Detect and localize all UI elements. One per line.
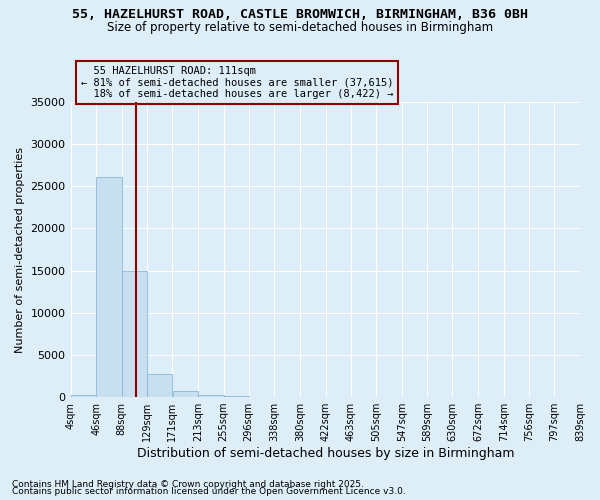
X-axis label: Distribution of semi-detached houses by size in Birmingham: Distribution of semi-detached houses by … (137, 447, 514, 460)
Bar (173, 391, 198, 397)
Text: 55, HAZELHURST ROAD, CASTLE BROMWICH, BIRMINGHAM, B36 0BH: 55, HAZELHURST ROAD, CASTLE BROMWICH, BI… (72, 8, 528, 20)
Bar (122, 270, 146, 397)
Bar (71, 394, 96, 397)
Bar (224, 396, 248, 397)
Bar (97, 177, 122, 397)
Text: Contains public sector information licensed under the Open Government Licence v3: Contains public sector information licen… (12, 487, 406, 496)
Bar (198, 394, 224, 397)
Text: Contains HM Land Registry data © Crown copyright and database right 2025.: Contains HM Land Registry data © Crown c… (12, 480, 364, 489)
Text: 55 HAZELHURST ROAD: 111sqm
← 81% of semi-detached houses are smaller (37,615)
  : 55 HAZELHURST ROAD: 111sqm ← 81% of semi… (81, 66, 393, 99)
Text: Size of property relative to semi-detached houses in Birmingham: Size of property relative to semi-detach… (107, 21, 493, 34)
Y-axis label: Number of semi-detached properties: Number of semi-detached properties (15, 146, 25, 352)
Bar (147, 374, 172, 397)
